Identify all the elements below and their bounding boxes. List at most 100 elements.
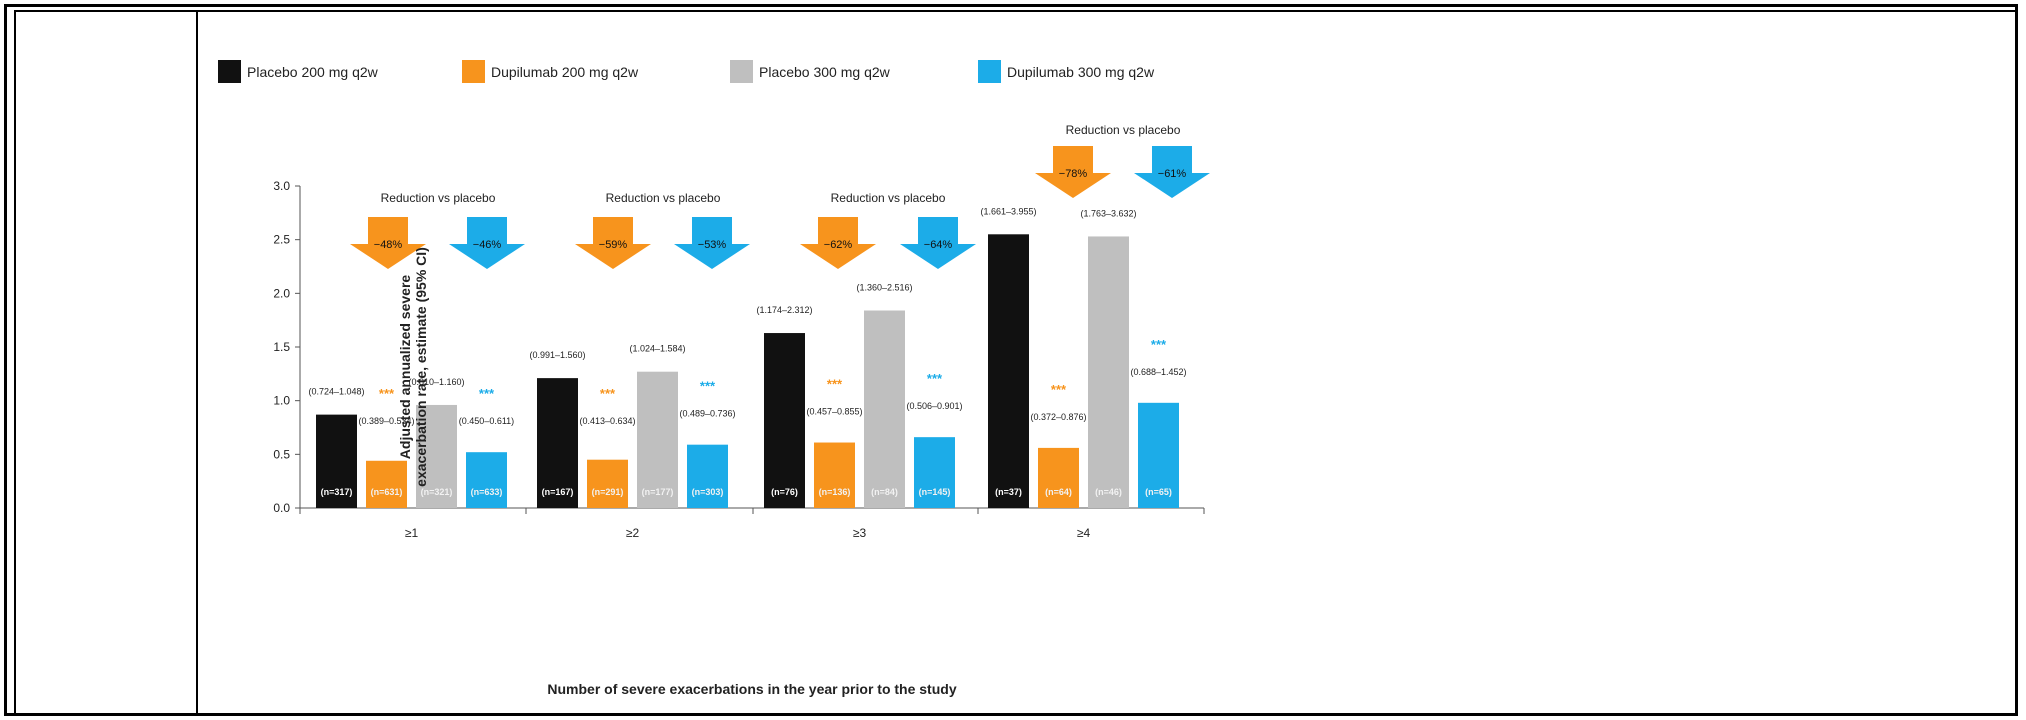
bar-ci-label: (0.810–1.160) xyxy=(408,377,464,387)
bar-n-label: (n=631) xyxy=(371,487,403,497)
reduction-value: −59% xyxy=(599,239,628,251)
reduction-arrow xyxy=(575,217,651,269)
bar xyxy=(864,310,905,508)
bar xyxy=(1138,402,1179,508)
bar-ci-label: (0.450–0.611) xyxy=(459,416,514,426)
legend-swatch xyxy=(218,60,241,83)
significance-stars: *** xyxy=(479,386,495,401)
y-tick-label: 3.0 xyxy=(273,179,290,193)
bar-n-label: (n=64) xyxy=(1045,487,1072,497)
bar xyxy=(416,404,457,508)
y-tick-label: 0.0 xyxy=(273,501,290,515)
bar-n-label: (n=136) xyxy=(819,487,851,497)
x-axis: ≥1 ≥2 ≥3 ≥4 xyxy=(299,507,1205,540)
y-axis-title-line-1: Adjusted annualized severe xyxy=(397,275,413,460)
x-tick-label: ≥4 xyxy=(1077,526,1091,540)
reduction-title: Reduction vs placebo xyxy=(1066,123,1181,137)
bar xyxy=(637,371,678,508)
bar-n-label: (n=321) xyxy=(421,487,453,497)
bar-ci-label: (0.372–0.876) xyxy=(1030,412,1086,422)
bar-n-label: (n=37) xyxy=(995,487,1022,497)
bar-n-label: (n=167) xyxy=(542,487,574,497)
bar xyxy=(914,437,955,508)
legend-swatch xyxy=(730,60,753,83)
reduction-arrow xyxy=(674,217,750,269)
reduction-title: Reduction vs placebo xyxy=(606,191,721,205)
bar xyxy=(1038,447,1079,508)
x-tick-label: ≥3 xyxy=(853,526,867,540)
reduction-value: −78% xyxy=(1059,168,1088,180)
reduction-value: −46% xyxy=(473,239,502,251)
legend-swatch xyxy=(462,60,485,83)
bar-n-label: (n=46) xyxy=(1095,487,1122,497)
bar-n-label: (n=317) xyxy=(321,487,353,497)
bar-ci-label: (1.661–3.955) xyxy=(980,206,1036,216)
bar-ci-label: (0.991–1.560) xyxy=(529,350,585,360)
significance-stars: *** xyxy=(927,371,943,386)
bar-ci-label: (1.763–3.632) xyxy=(1080,208,1136,218)
bar-n-label: (n=291) xyxy=(592,487,624,497)
bar-n-label: (n=76) xyxy=(771,487,798,497)
y-axis: 0.0 0.5 1.0 1.5 2.0 2.5 3.0 xyxy=(273,179,301,515)
bar-n-label: (n=303) xyxy=(692,487,724,497)
reduction-arrow xyxy=(900,217,976,269)
legend-swatch xyxy=(978,60,1001,83)
bars xyxy=(316,234,1179,509)
inner-border xyxy=(14,10,2018,716)
bar-chart: Placebo 200 mg q2w Dupilumab 200 mg q2w Pl… xyxy=(218,60,1210,697)
bar-n-label: (n=145) xyxy=(919,487,951,497)
bar-ci-label: (0.724–1.048) xyxy=(308,387,364,397)
reduction-arrow xyxy=(350,217,426,269)
y-tick-label: 2.0 xyxy=(273,286,290,300)
bar-ci-label: (0.413–0.634) xyxy=(579,416,635,426)
reduction-value: −64% xyxy=(924,239,953,251)
significance-stars: *** xyxy=(1051,382,1067,397)
reduction-arrow xyxy=(1134,146,1210,198)
x-axis-title: Number of severe exacerbations in the ye… xyxy=(547,681,956,697)
reduction-title: Reduction vs placebo xyxy=(381,191,496,205)
significance-stars: *** xyxy=(379,386,395,401)
annotations: (n=317) (0.724–1.048) (n=167) (0.991–1.560)… xyxy=(308,123,1210,497)
y-tick-label: 2.5 xyxy=(273,233,290,247)
bar xyxy=(366,460,407,508)
reduction-value: −53% xyxy=(698,239,727,251)
legend-label: Dupilumab 200 mg q2w xyxy=(491,64,639,80)
bar-ci-label: (1.024–1.584) xyxy=(629,344,685,354)
reduction-value: −62% xyxy=(824,239,853,251)
reduction-arrow xyxy=(449,217,525,269)
bar-ci-label: (0.506–0.901) xyxy=(906,401,962,411)
bar-ci-label: (1.174–2.312) xyxy=(756,305,812,315)
reduction-title: Reduction vs placebo xyxy=(831,191,946,205)
y-tick-label: 1.0 xyxy=(273,394,290,408)
legend-label: Placebo 300 mg q2w xyxy=(759,64,891,80)
bar xyxy=(988,234,1029,509)
bar-n-label: (n=65) xyxy=(1145,487,1172,497)
bar-ci-label: (1.360–2.516) xyxy=(856,283,912,293)
bar-ci-label: (0.489–0.736) xyxy=(679,409,735,419)
y-tick-label: 0.5 xyxy=(273,447,290,461)
significance-stars: *** xyxy=(600,386,616,401)
bar-ci-label: (0.389–0.534) xyxy=(358,416,414,426)
bar xyxy=(587,459,628,508)
reduction-arrow xyxy=(800,217,876,269)
bar-n-label: (n=84) xyxy=(871,487,898,497)
reduction-value: −61% xyxy=(1158,168,1187,180)
bar-ci-label: (0.688–1.452) xyxy=(1130,367,1186,377)
bar-ci-label: (0.457–0.855) xyxy=(806,407,862,417)
x-tick-label: ≥1 xyxy=(405,526,419,540)
x-tick-label: ≥2 xyxy=(626,526,640,540)
legend: Placebo 200 mg q2w Dupilumab 200 mg q2w Pl… xyxy=(218,60,1155,83)
legend-label: Dupilumab 300 mg q2w xyxy=(1007,64,1155,80)
significance-stars: *** xyxy=(700,379,716,394)
bar xyxy=(537,378,578,508)
bar-n-label: (n=633) xyxy=(471,487,503,497)
significance-stars: *** xyxy=(1151,337,1167,352)
bar xyxy=(814,442,855,508)
bar xyxy=(764,333,805,508)
bar xyxy=(466,452,507,508)
y-axis-title-line-2: exacerbation rate, estimate (95% CI) xyxy=(413,247,429,487)
chart-panel: Placebo 200 mg q2w Dupilumab 200 mg q2w Pl… xyxy=(196,12,2018,716)
bar xyxy=(687,444,728,508)
bar xyxy=(316,414,357,508)
bar xyxy=(1088,236,1129,509)
